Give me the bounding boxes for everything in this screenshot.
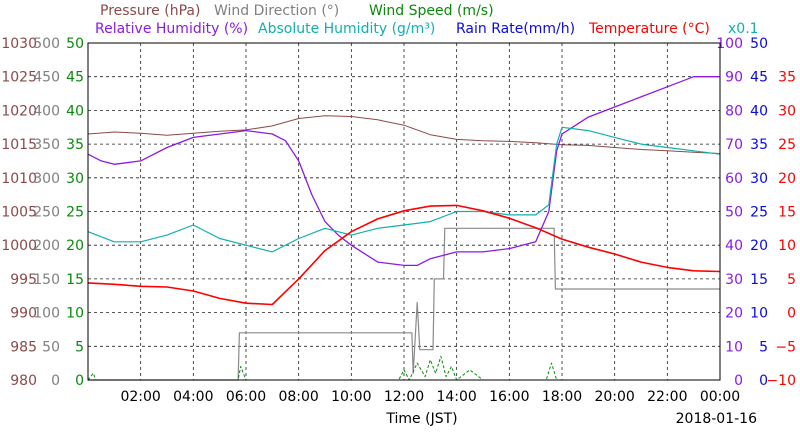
temperature-axis-tick-label: 30 — [778, 103, 796, 119]
absolute-humidity-series-line — [87, 126, 721, 253]
x-axis-tick-label: 08:00 — [278, 389, 318, 405]
wind-speed-axis-tick-label: 35 — [66, 137, 84, 153]
x-axis-tick-label: 12:00 — [384, 389, 424, 405]
relative-humidity-axis-tick-label: 0 — [734, 373, 743, 389]
x-axis-tick-label: 00:00 — [700, 389, 740, 405]
wind-direction-axis-tick-label: 400 — [33, 103, 60, 119]
rain-rate-axis-tick-label: 20 — [750, 238, 768, 254]
relative-humidity-axis-tick-label: 20 — [725, 306, 743, 322]
pressure-axis-tick-label: 1025 — [1, 70, 37, 86]
rain-rate-axis-tick-label: 5 — [759, 339, 768, 355]
legend-pressure: Pressure (hPa) — [100, 3, 200, 19]
wind-speed-axis-tick-label: 50 — [66, 36, 84, 52]
wind-speed-axis-tick-label: 30 — [66, 171, 84, 187]
pressure-series-line — [87, 115, 721, 154]
pressure-axis-tick-label: 1005 — [1, 205, 37, 221]
temperature-axis-tick-label: 25 — [778, 137, 796, 153]
pressure-axis-tick-label: 1015 — [1, 137, 37, 153]
rain-rate-axis-tick-label: 40 — [750, 103, 768, 119]
date-label: 2018-01-16 — [676, 411, 757, 427]
x-axis-tick-label: 22:00 — [647, 389, 687, 405]
pressure-axis-tick-label: 985 — [10, 339, 37, 355]
x-axis-tick-label: 06:00 — [226, 389, 266, 405]
wind-direction-axis-tick-label: 200 — [33, 238, 60, 254]
pressure-axis-tick-label: 995 — [10, 272, 37, 288]
relative-humidity-axis-tick-label: 80 — [725, 103, 743, 119]
pressure-axis-tick-label: 1020 — [1, 103, 37, 119]
legend-wind-speed: Wind Speed (m/s) — [369, 3, 494, 19]
x-axis-tick-label: 10:00 — [331, 389, 371, 405]
wind-direction-axis-tick-label: 0 — [51, 373, 60, 389]
wind-speed-axis-tick-label: 10 — [66, 306, 84, 322]
relative-humidity-axis-tick-label: 90 — [725, 70, 743, 86]
temperature-axis-tick-label: 5 — [787, 272, 796, 288]
temperature-axis-tick-label: 10 — [778, 238, 796, 254]
relative-humidity-axis-tick-label: 70 — [725, 137, 743, 153]
wind-speed-series-line — [87, 355, 720, 381]
wind-direction-series-line — [88, 227, 720, 381]
x-axis-tick-label: 18:00 — [542, 389, 582, 405]
temperature-axis-tick-label: 35 — [778, 70, 796, 86]
wind-direction-axis-tick-label: 300 — [33, 171, 60, 187]
wind-speed-axis-tick-label: 20 — [66, 238, 84, 254]
wind-direction-axis-tick-label: 450 — [33, 70, 60, 86]
tick-labels: 9809859909951000100510101015102010251030… — [1, 36, 796, 405]
rain-rate-axis-tick-label: 50 — [750, 36, 768, 52]
wind-direction-axis-tick-label: 350 — [33, 137, 60, 153]
temperature-axis-tick-label: 0 — [787, 306, 796, 322]
wind-direction-axis-tick-label: 50 — [42, 339, 60, 355]
wind-speed-axis-tick-label: 0 — [75, 373, 84, 389]
rain-rate-axis-tick-label: 0 — [759, 373, 768, 389]
wind-speed-axis-tick-label: 5 — [75, 339, 84, 355]
relative-humidity-axis-tick-label: 30 — [725, 272, 743, 288]
x-axis-tick-label: 20:00 — [594, 389, 634, 405]
temperature-axis-tick-label: 20 — [778, 171, 796, 187]
abs-humidity-multiplier: x0.1 — [728, 21, 759, 37]
relative-humidity-axis-tick-label: 40 — [725, 238, 743, 254]
temperature-axis-tick-label: −10 — [766, 373, 796, 389]
x-axis-tick-label: 14:00 — [436, 389, 476, 405]
wind-speed-axis-tick-label: 45 — [66, 70, 84, 86]
legend-temperature: Temperature (°C) — [588, 21, 710, 37]
rain-rate-axis-tick-label: 25 — [750, 205, 768, 221]
pressure-axis-tick-label: 1010 — [1, 171, 37, 187]
pressure-axis-tick-label: 1000 — [1, 238, 37, 254]
legend-relative-humidity: Relative Humidity (%) — [95, 21, 248, 37]
relative-humidity-series-line — [87, 76, 720, 267]
rain-rate-axis-tick-label: 10 — [750, 306, 768, 322]
pressure-axis-tick-label: 1030 — [1, 36, 37, 52]
x-axis-tick-label: 02:00 — [120, 389, 160, 405]
wind-direction-axis-tick-label: 150 — [33, 272, 60, 288]
temperature-axis-tick-label: 15 — [778, 205, 796, 221]
rain-rate-axis-tick-label: 35 — [750, 137, 768, 153]
wind-speed-axis-tick-label: 15 — [66, 272, 84, 288]
wind-speed-axis-tick-label: 25 — [66, 205, 84, 221]
plot-frame — [87, 42, 721, 381]
relative-humidity-axis-tick-label: 10 — [725, 339, 743, 355]
wind-direction-axis-tick-label: 100 — [33, 306, 60, 322]
temperature-series-line — [87, 204, 721, 306]
legend-absolute-humidity: Absolute Humidity (g/m³) — [258, 21, 435, 37]
legend-wind-direction: Wind Direction (°) — [214, 3, 339, 19]
wind-direction-axis-tick-label: 500 — [33, 36, 60, 52]
wind-speed-axis-tick-label: 40 — [66, 103, 84, 119]
legend-rain-rate: Rain Rate(mm/h) — [456, 21, 575, 37]
relative-humidity-axis-tick-label: 60 — [725, 171, 743, 187]
relative-humidity-axis-tick-label: 50 — [725, 205, 743, 221]
x-axis-tick-label: 16:00 — [489, 389, 529, 405]
rain-rate-axis-tick-label: 15 — [750, 272, 768, 288]
pressure-axis-tick-label: 990 — [10, 306, 37, 322]
temperature-axis-tick-label: −5 — [775, 339, 796, 355]
rain-rate-axis-tick-label: 45 — [750, 70, 768, 86]
rain-rate-axis-tick-label: 30 — [750, 171, 768, 187]
wind-direction-axis-tick-label: 250 — [33, 205, 60, 221]
pressure-axis-tick-label: 980 — [10, 373, 37, 389]
relative-humidity-axis-tick-label: 100 — [716, 36, 743, 52]
x-axis-tick-label: 04:00 — [173, 389, 213, 405]
x-axis-label: Time (JST) — [385, 411, 457, 427]
